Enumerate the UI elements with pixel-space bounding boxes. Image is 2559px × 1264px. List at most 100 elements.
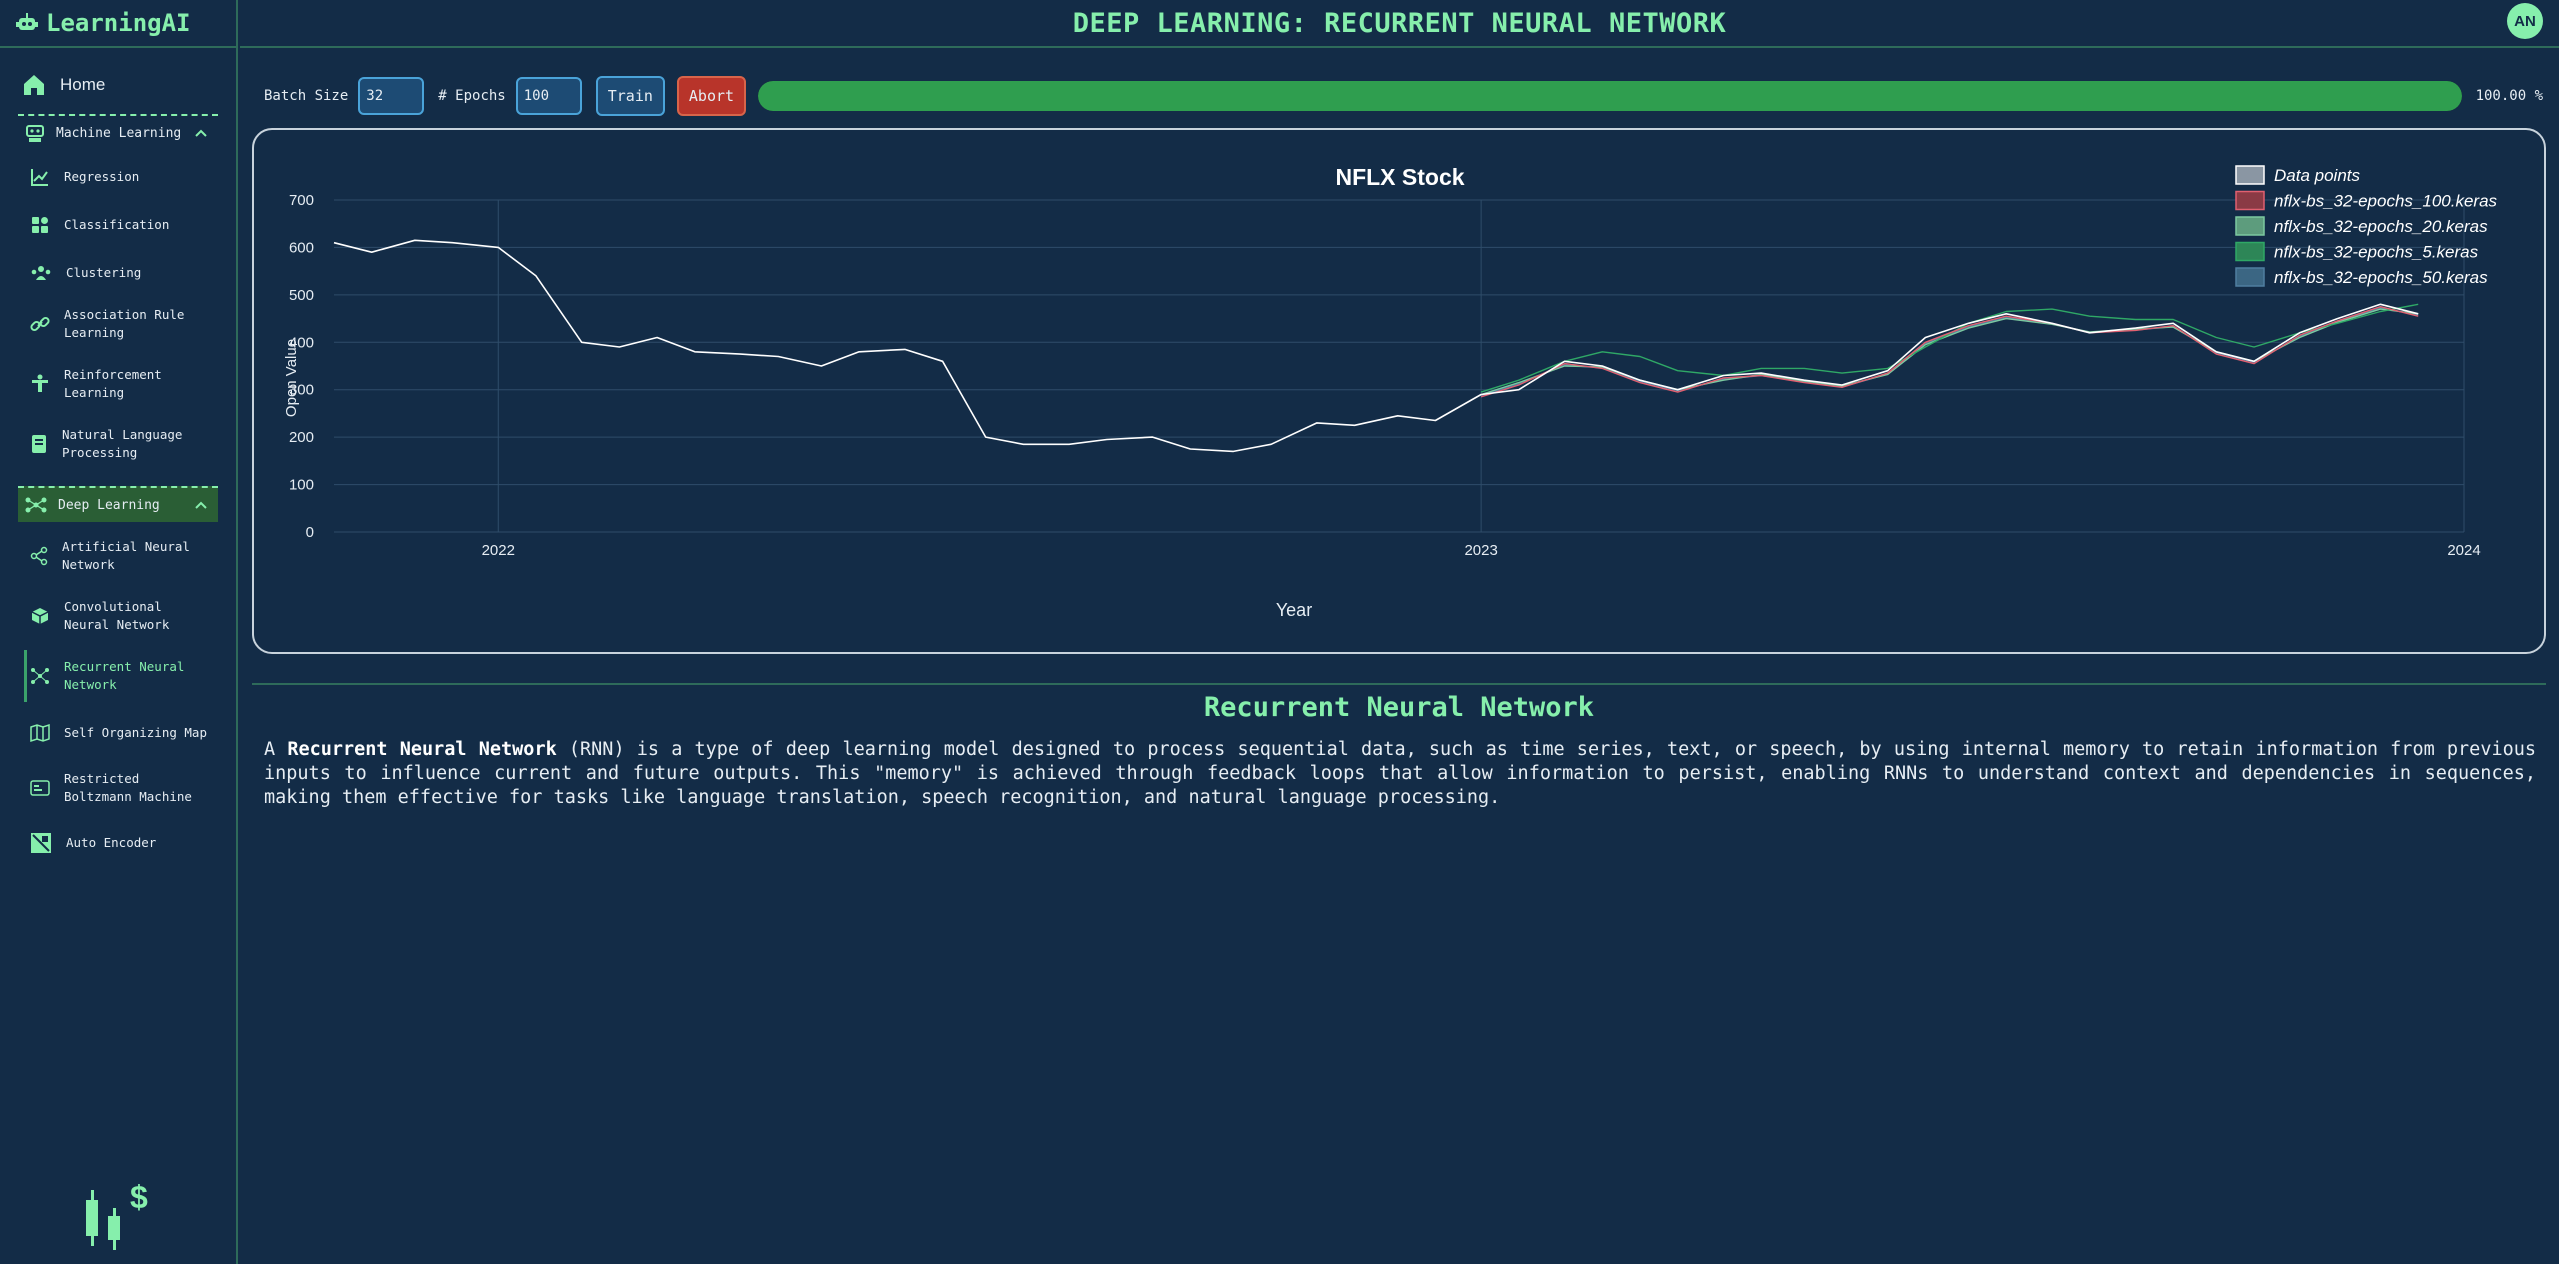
legend-label: nflx-bs_32-epochs_50.keras — [2274, 268, 2488, 287]
sidebar-item-label: Home — [60, 75, 106, 94]
share-nodes-icon — [30, 546, 48, 566]
sidebar-item-convolutional-neural-network[interactable]: Convolutional Neural Network — [0, 596, 236, 636]
x-tick-label: 2022 — [482, 542, 515, 559]
progress-percent: 100.00 % — [2475, 88, 2543, 104]
dumbbell-icon — [32, 374, 48, 392]
book-icon — [32, 435, 46, 453]
link-icon — [30, 316, 50, 332]
series-line-3 — [1480, 303, 2419, 393]
sidebar-item-label: Self Organizing Map — [64, 725, 207, 740]
sidebar-item-label: Regression — [64, 169, 140, 184]
epochs-input[interactable] — [515, 77, 582, 115]
sidebar-item-label: Natural Language Processing — [62, 427, 183, 460]
chart-card: 0 100 200 300 400 500 600 700 2022 2023 2024 NFLX … — [252, 128, 2546, 654]
stock-logo-icon: $ — [86, 1180, 148, 1250]
section-deep-learning[interactable]: Deep Learning — [18, 486, 218, 522]
network-icon — [31, 668, 49, 684]
cube-icon — [31, 608, 49, 624]
sidebar-item-artificial-neural-network[interactable]: Artificial Neural Network — [0, 536, 236, 576]
grid-icon — [32, 217, 48, 233]
description-body: (RNN) is a type of deep learning model d… — [264, 739, 2537, 808]
encoder-icon — [31, 833, 51, 853]
sidebar-item-auto-encoder[interactable]: Auto Encoder — [0, 826, 236, 860]
brand[interactable]: LearningAI — [0, 0, 236, 48]
svg-text:$: $ — [130, 1180, 148, 1215]
sidebar: LearningAI Home Machine Learning Regress… — [0, 0, 238, 1264]
training-controls: Batch Size # Epochs Train Abort 100.00 % — [264, 76, 2543, 116]
legend-label: nflx-bs_32-epochs_20.keras — [2274, 217, 2488, 236]
divider — [252, 683, 2546, 685]
legend-swatch — [2235, 241, 2265, 262]
legend-label: Data points — [2274, 166, 2360, 185]
abort-button[interactable]: Abort — [676, 76, 747, 116]
sidebar-item-association-rule-learning[interactable]: Association Rule Learning — [0, 304, 236, 344]
chart-line-icon — [31, 169, 48, 186]
terminal-icon — [30, 780, 50, 796]
description-term: Recurrent Neural Network — [287, 739, 557, 760]
sidebar-item-label: Classification — [64, 217, 170, 232]
robot-icon — [16, 13, 38, 30]
sidebar-item-reinforcement-learning[interactable]: Reinforcement Learning — [0, 364, 236, 404]
sidebar-item-home[interactable]: Home — [22, 70, 236, 100]
sidebar-item-clustering[interactable]: Clustering — [0, 256, 236, 290]
y-tick-label: 700 — [289, 192, 314, 209]
train-button[interactable]: Train — [595, 76, 665, 116]
sidebar-item-label: Auto Encoder — [66, 835, 157, 850]
section-machine-learning[interactable]: Machine Learning — [18, 114, 218, 150]
machine-learning-icon — [26, 125, 44, 142]
description-prefix: A — [264, 739, 288, 760]
series-line-2 — [1480, 308, 2419, 396]
sidebar-item-label: Convolutional Neural Network — [64, 599, 170, 632]
map-icon — [30, 723, 50, 743]
sidebar-item-recurrent-neural-network[interactable]: Recurrent Neural Network — [0, 650, 236, 702]
legend-label: nflx-bs_32-epochs_100.keras — [2274, 192, 2498, 211]
home-icon — [24, 75, 44, 95]
chevron-up-icon[interactable] — [194, 498, 208, 512]
grid — [334, 199, 2465, 533]
description: A Recurrent Neural Network (RNN) is a ty… — [264, 738, 2536, 810]
series-lines — [333, 239, 2419, 453]
y-tick-label: 400 — [289, 334, 314, 351]
sidebar-item-natural-language-processing[interactable]: Natural Language Processing — [0, 424, 236, 464]
avatar[interactable]: AN — [2507, 3, 2543, 39]
y-tick-label: 200 — [289, 429, 314, 446]
y-tick-label: 600 — [289, 239, 314, 256]
sidebar-item-classification[interactable]: Classification — [0, 208, 236, 242]
progress-bar — [758, 81, 2462, 111]
legend-swatch — [2235, 216, 2265, 236]
legend-swatch — [2235, 165, 2265, 185]
stock-chart[interactable]: 0 100 200 300 400 500 600 700 2022 2023 2024 NFLX … — [254, 130, 2544, 652]
series-line-1 — [1480, 305, 2419, 398]
legend: Data points nflx-bs_32-epochs_100.kerasnf… — [2235, 165, 2498, 287]
sidebar-item-self-organizing-map[interactable]: Self Organizing Map — [0, 716, 236, 750]
y-tick-label: 100 — [289, 477, 314, 494]
app-name: LearningAI — [46, 9, 191, 37]
sidebar-item-label: Recurrent Neural Network — [64, 659, 185, 692]
progress-fill — [758, 81, 2462, 111]
batch-size-label: Batch Size — [264, 88, 349, 104]
series-line-0 — [333, 239, 2419, 453]
page-title: DEEP LEARNING: RECURRENT NEURAL NETWORK — [240, 0, 2559, 48]
x-tick-label: 2023 — [1464, 542, 1497, 559]
x-tick-label: 2024 — [2447, 542, 2480, 559]
sidebar-item-label: Reinforcement Learning — [64, 367, 162, 400]
section-label: Deep Learning — [58, 497, 160, 513]
sidebar-item-label: Restricted Boltzmann Machine — [64, 771, 192, 804]
legend-swatch — [2235, 267, 2265, 287]
chevron-up-icon[interactable] — [194, 126, 208, 140]
y-tick-label: 500 — [289, 287, 314, 304]
sidebar-item-label: Clustering — [66, 265, 142, 280]
y-axis-label: Open Value — [283, 339, 300, 417]
x-axis-label: Year — [1276, 600, 1312, 620]
chart-title: NFLX Stock — [1335, 164, 1464, 190]
sidebar-item-label: Association Rule Learning — [64, 307, 185, 340]
users-icon — [31, 266, 51, 280]
series-line-4 — [1480, 307, 2419, 397]
batch-size-input[interactable] — [358, 77, 425, 115]
sidebar-item-regression[interactable]: Regression — [0, 160, 236, 194]
axes: 0 100 200 300 400 500 600 700 2022 2023 2024 — [289, 192, 2481, 559]
sidebar-item-restricted-boltzmann-machine[interactable]: Restricted Boltzmann Machine — [0, 768, 236, 808]
legend-label: nflx-bs_32-epochs_5.keras — [2274, 243, 2479, 262]
section-title: Recurrent Neural Network — [1203, 692, 1595, 723]
section-label: Machine Learning — [56, 125, 182, 141]
